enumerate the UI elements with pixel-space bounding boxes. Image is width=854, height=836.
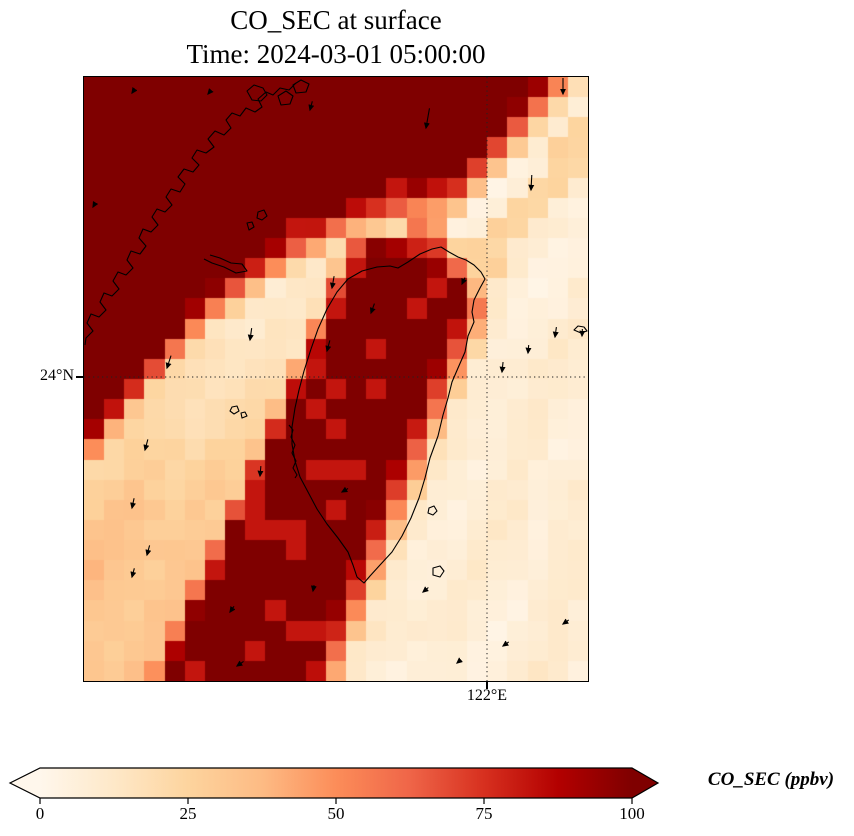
- wind-vector-arrow: [456, 657, 463, 664]
- wind-vector-arrow: [528, 174, 535, 192]
- wind-vector-arrow: [423, 108, 431, 130]
- coastline-islet: [573, 325, 588, 334]
- colorbar-label: CO_SEC (ppbv): [707, 769, 835, 790]
- wind-vector-arrow: [130, 498, 137, 510]
- colorbar-tick-label: 0: [35, 804, 45, 823]
- map-overlay: [84, 77, 588, 681]
- chart-title: CO_SEC at surface: [230, 5, 442, 35]
- coastline-river-estuary: [203, 254, 248, 274]
- wind-vector-arrow: [308, 101, 315, 112]
- coastline-taiwan: [291, 246, 486, 584]
- wind-vector-arrow: [145, 545, 152, 557]
- wind-vector-arrow: [247, 328, 254, 342]
- colorbar-tick-label: 50: [327, 804, 345, 823]
- wind-vector-arrow: [499, 361, 506, 374]
- coastline-islet: [277, 90, 294, 106]
- wind-vector-arrow: [131, 87, 138, 95]
- chart-subtitle: Time: 2024-03-01 05:00:00: [186, 39, 486, 69]
- wind-vector-arrow: [461, 277, 467, 286]
- colorbar-tick-label: 100: [619, 804, 645, 823]
- wind-vector-arrow: [340, 486, 349, 493]
- wind-vector-arrow: [369, 303, 376, 315]
- wind-vector-arrow: [92, 200, 99, 209]
- wind-vector-arrow: [235, 660, 244, 667]
- wind-vector-arrow: [552, 327, 559, 339]
- y-axis-tick-mark: [76, 376, 84, 378]
- coastline-islet: [427, 505, 438, 516]
- wind-vector-arrow: [525, 344, 532, 355]
- wind-vector-arrow: [229, 605, 236, 614]
- wind-vector-arrow: [325, 340, 332, 353]
- coastline-mainland-china: [84, 82, 297, 346]
- wind-vector-arrow: [501, 640, 510, 647]
- co-concentration-heatmap: [84, 77, 588, 681]
- coastline-west-fragment: [288, 424, 298, 479]
- coastline-islet: [240, 411, 248, 419]
- wind-vector-arrow: [310, 584, 317, 593]
- colorbar-gradient-bar: [8, 767, 660, 799]
- wind-vector-arrow: [165, 355, 172, 370]
- colorbar-tick-label: 25: [179, 804, 197, 823]
- wind-vector-arrow: [329, 276, 336, 290]
- coastline-islet: [256, 209, 268, 221]
- coastline-islet: [246, 84, 268, 102]
- coastline-islet: [432, 565, 445, 578]
- coastline-islet: [246, 221, 255, 231]
- map-panel: [83, 76, 589, 682]
- y-axis-tick-label: 24°N: [40, 367, 74, 384]
- wind-vector-arrow: [561, 618, 570, 625]
- wind-vector-arrow: [257, 465, 264, 478]
- coastline-islet: [229, 405, 240, 415]
- colorbar: [8, 767, 660, 804]
- colorbar-tick-label: 75: [475, 804, 493, 823]
- x-axis-tick-mark: [486, 682, 488, 689]
- wind-vector-arrow: [207, 88, 214, 95]
- x-axis-tick-label: 122°E: [466, 687, 508, 704]
- wind-vector-arrow: [130, 568, 137, 579]
- wind-vector-arrow: [422, 586, 429, 593]
- coastline-islet: [292, 79, 310, 94]
- wind-vector-arrow: [143, 439, 150, 452]
